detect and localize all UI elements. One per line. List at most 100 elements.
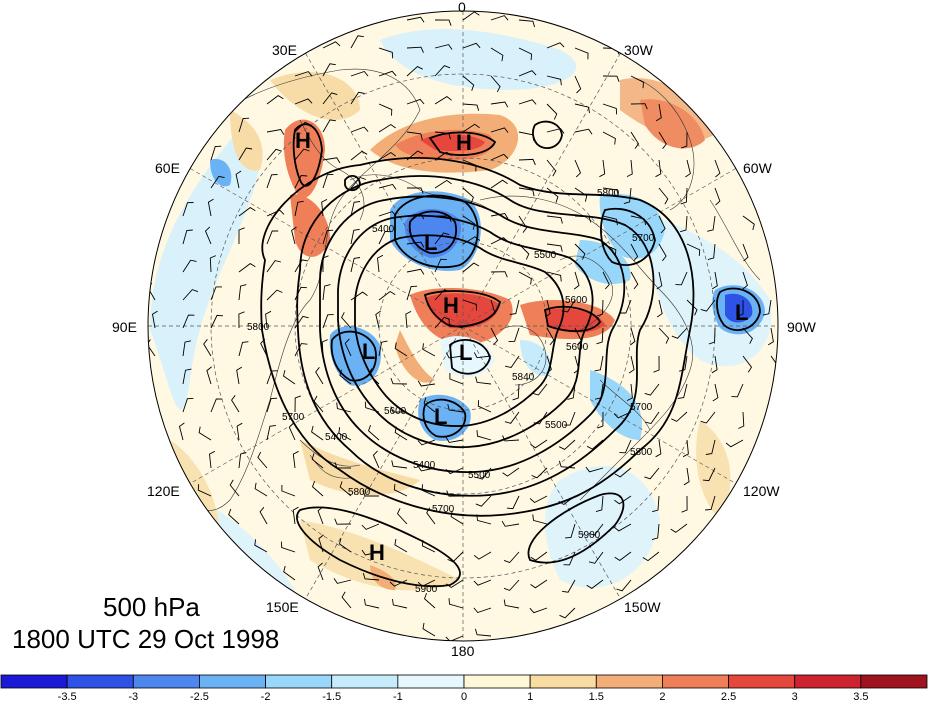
- wind-barb: [182, 368, 192, 385]
- wind-barb: [450, 510, 464, 525]
- wind-barb: [602, 187, 619, 196]
- wind-barb: [546, 243, 563, 252]
- wind-barb: [599, 159, 606, 178]
- wind-barb: [490, 101, 509, 108]
- wind-barb: [518, 158, 536, 166]
- colorbar-box: [199, 674, 266, 689]
- wind-barb: [364, 598, 380, 609]
- wind-barb: [210, 145, 222, 161]
- wind-barb: [595, 495, 604, 513]
- low-center: L: [735, 300, 748, 325]
- wind-barb: [254, 482, 268, 497]
- wind-barb: [490, 327, 499, 346]
- wind-barb: [229, 479, 240, 497]
- wind-barb: [546, 42, 565, 49]
- lon-label-90w: 90W: [787, 319, 817, 335]
- wind-barb: [390, 406, 408, 413]
- wind-barb: [238, 284, 247, 301]
- lon-label-60e: 60E: [155, 160, 180, 176]
- wind-barb: [700, 299, 716, 312]
- wind-barb: [311, 480, 324, 497]
- wind-barb: [675, 271, 688, 286]
- wind-barb: [209, 255, 216, 273]
- wind-barb: [422, 622, 436, 637]
- wind-barb: [197, 484, 212, 497]
- wind-barb: [434, 19, 452, 26]
- wind-barb: [377, 254, 384, 273]
- lon-label-60w: 60W: [743, 160, 773, 176]
- wind-barb: [322, 157, 341, 164]
- wind-barb: [434, 232, 450, 245]
- wind-barb: [490, 271, 508, 278]
- lon-label-180: 180: [451, 643, 475, 659]
- colorbar-box: [529, 674, 597, 689]
- high-center: H: [295, 128, 311, 153]
- lon-label-150w: 150W: [624, 599, 661, 615]
- wind-barb: [294, 395, 301, 413]
- wind-barb: [238, 117, 250, 133]
- wind-barb: [341, 591, 352, 609]
- wind-barb: [462, 215, 476, 230]
- wind-barb: [574, 243, 586, 260]
- wind-barb: [336, 402, 352, 413]
- wind-barb: [678, 355, 688, 372]
- wind-barb: [490, 15, 509, 21]
- wind-barb: [476, 430, 492, 441]
- wind-barb: [737, 299, 744, 317]
- coastlines: [179, 68, 761, 511]
- wind-barb: [375, 310, 381, 329]
- wind-barb: [378, 230, 392, 245]
- wind-barb: [362, 490, 379, 497]
- wind-barb: [391, 460, 408, 469]
- wind-barb: [586, 579, 604, 589]
- wind-barb: [509, 299, 520, 315]
- wind-barb: [613, 411, 632, 419]
- wind-barb: [372, 450, 380, 469]
- wind-barb: [406, 285, 418, 301]
- wind-barb: [619, 439, 632, 454]
- wind-barb: [731, 383, 744, 398]
- colorbar-tick-label: 3: [792, 691, 798, 702]
- colorbar-box: [397, 674, 465, 689]
- wind-barb: [462, 42, 481, 49]
- wind-barb: [238, 452, 247, 469]
- wind-barb: [602, 75, 620, 82]
- wind-barb: [238, 311, 245, 329]
- contour-label: 5800: [348, 487, 371, 498]
- lon-label-0: 0: [458, 0, 466, 15]
- wind-barb: [644, 467, 660, 480]
- high-center: H: [443, 293, 459, 318]
- wind-barb: [742, 243, 749, 262]
- contour-label: 5700: [632, 233, 655, 244]
- wind-barb: [198, 426, 212, 441]
- wind-barb: [473, 607, 492, 614]
- wind-barb: [394, 342, 408, 357]
- wind-barb: [259, 506, 268, 525]
- lon-label-30w: 30W: [624, 42, 654, 58]
- wind-barb: [602, 215, 618, 226]
- wind-barb: [322, 119, 336, 133]
- contour-label: 5400: [372, 224, 395, 235]
- wind-barb: [393, 483, 408, 497]
- wind-barb: [658, 187, 669, 205]
- valid-time-title: 1800 UTC 29 Oct 1998: [12, 624, 280, 654]
- wind-barb: [292, 506, 299, 525]
- wind-barb: [546, 103, 558, 120]
- wind-barb: [294, 200, 304, 217]
- wind-barb: [602, 131, 616, 145]
- wind-barb: [681, 495, 688, 513]
- wind-barb: [546, 187, 559, 203]
- colorbar-box: [463, 674, 531, 689]
- wind-barb: [394, 538, 408, 553]
- wind-barb: [294, 98, 313, 105]
- wind-barb: [462, 103, 480, 111]
- wind-barb: [518, 187, 535, 197]
- wind-barb: [378, 340, 388, 357]
- wind-barb: [210, 314, 224, 329]
- colorbar-tick-label: -1: [393, 691, 403, 702]
- wind-barb: [294, 259, 309, 273]
- wind-barb: [378, 70, 397, 77]
- wind-barb: [474, 628, 492, 637]
- wind-barb: [503, 599, 520, 609]
- wind-barb: [322, 92, 338, 105]
